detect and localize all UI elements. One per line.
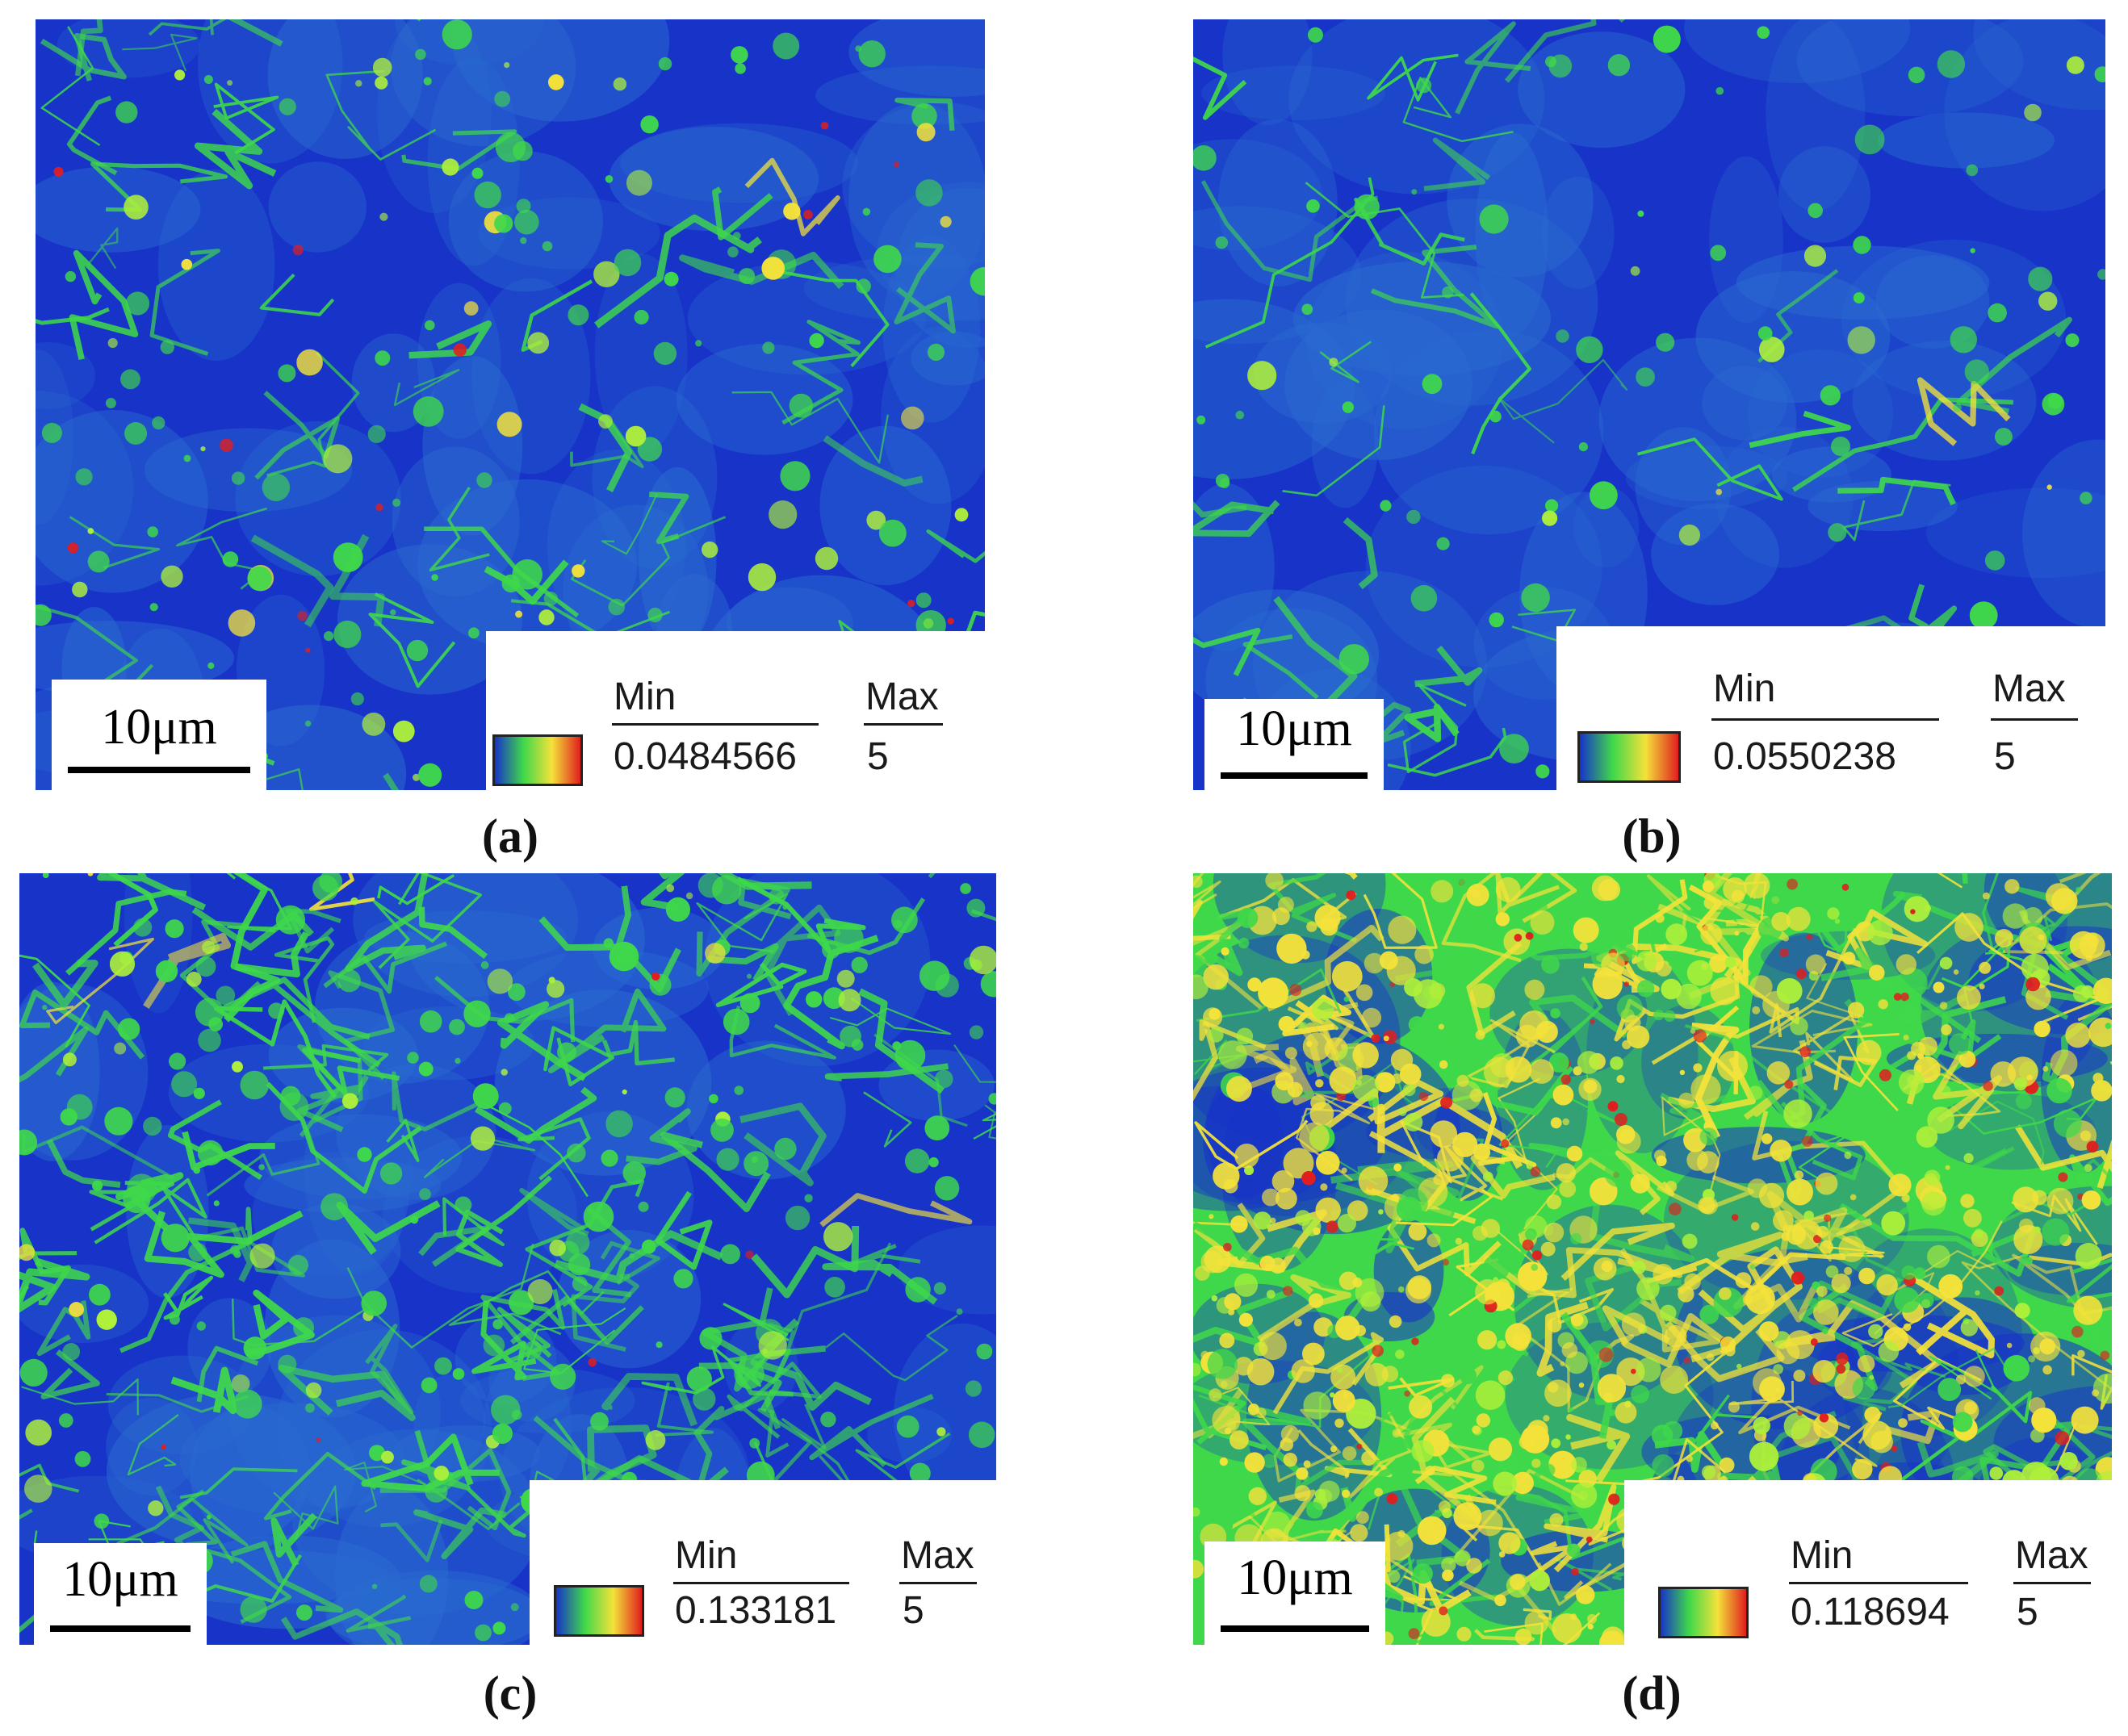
scale-bar: 10μm	[1204, 1541, 1385, 1645]
scale-bar-label: 10μm	[62, 1552, 178, 1607]
legend-max-value: 5	[2017, 1591, 2038, 1634]
legend-min-rule	[1711, 718, 1939, 721]
legend-min-value: 0.133181	[675, 1589, 837, 1632]
panel-caption-a: (a)	[482, 809, 538, 863]
misorientation-map-image	[36, 19, 985, 790]
legend-max-value: 5	[1994, 735, 2016, 778]
scale-bar-line	[68, 767, 250, 773]
legend-color-bar	[1577, 731, 1681, 783]
legend-min-label: Min	[675, 1534, 738, 1577]
scale-bar-line	[50, 1625, 191, 1632]
legend-max-rule	[899, 1582, 977, 1584]
kam-map-b: 10μm Min 0.0550238 Max 5	[1193, 19, 2105, 790]
panel-caption-d: (d)	[1622, 1667, 1682, 1720]
misorientation-map-image	[1193, 19, 2105, 790]
legend-color-bar	[554, 1585, 644, 1637]
legend-min-rule	[1789, 1582, 1968, 1584]
legend-min-value: 0.118694	[1791, 1591, 1950, 1634]
legend-min-label: Min	[614, 676, 677, 718]
legend-color-bar	[492, 734, 583, 786]
legend-max-value: 5	[903, 1589, 924, 1632]
scale-bar-label: 10μm	[101, 700, 217, 755]
scale-bar-label: 10μm	[1237, 1550, 1353, 1605]
legend-max-rule	[1991, 718, 2078, 721]
kam-map-a: 10μm Min 0.0484566 Max 5	[36, 19, 985, 790]
scale-bar-line	[1221, 1625, 1369, 1632]
panel-caption-b: (b)	[1622, 809, 1682, 863]
kam-map-d: 10μm Min 0.118694 Max 5	[1193, 873, 2112, 1645]
scale-bar: 10μm	[52, 680, 266, 790]
legend-min-rule	[673, 1582, 849, 1584]
legend-min-value: 0.0550238	[1713, 735, 1896, 778]
scale-bar-line	[1221, 772, 1368, 779]
legend-min-value: 0.0484566	[614, 735, 797, 778]
legend-color-bar	[1658, 1587, 1749, 1638]
color-legend: Min 0.0484566 Max 5	[486, 631, 985, 790]
color-legend: Min 0.0550238 Max 5	[1556, 626, 2105, 790]
panel-caption-c: (c)	[483, 1667, 538, 1720]
legend-min-rule	[612, 723, 819, 726]
color-legend: Min 0.133181 Max 5	[530, 1480, 996, 1645]
legend-max-value: 5	[867, 735, 889, 778]
kam-map-c: 10μm Min 0.133181 Max 5	[19, 873, 996, 1645]
legend-min-label: Min	[1713, 667, 1776, 710]
scale-bar-label: 10μm	[1236, 701, 1352, 756]
legend-min-label: Min	[1791, 1534, 1854, 1577]
legend-max-rule	[864, 723, 943, 726]
legend-max-label: Max	[2015, 1534, 2088, 1577]
scale-bar: 10μm	[34, 1543, 207, 1645]
legend-max-rule	[2013, 1582, 2091, 1584]
legend-max-label: Max	[865, 676, 939, 718]
color-legend: Min 0.118694 Max 5	[1624, 1480, 2112, 1645]
scale-bar: 10μm	[1204, 699, 1384, 790]
legend-max-label: Max	[901, 1534, 974, 1577]
legend-max-label: Max	[1992, 667, 2066, 710]
